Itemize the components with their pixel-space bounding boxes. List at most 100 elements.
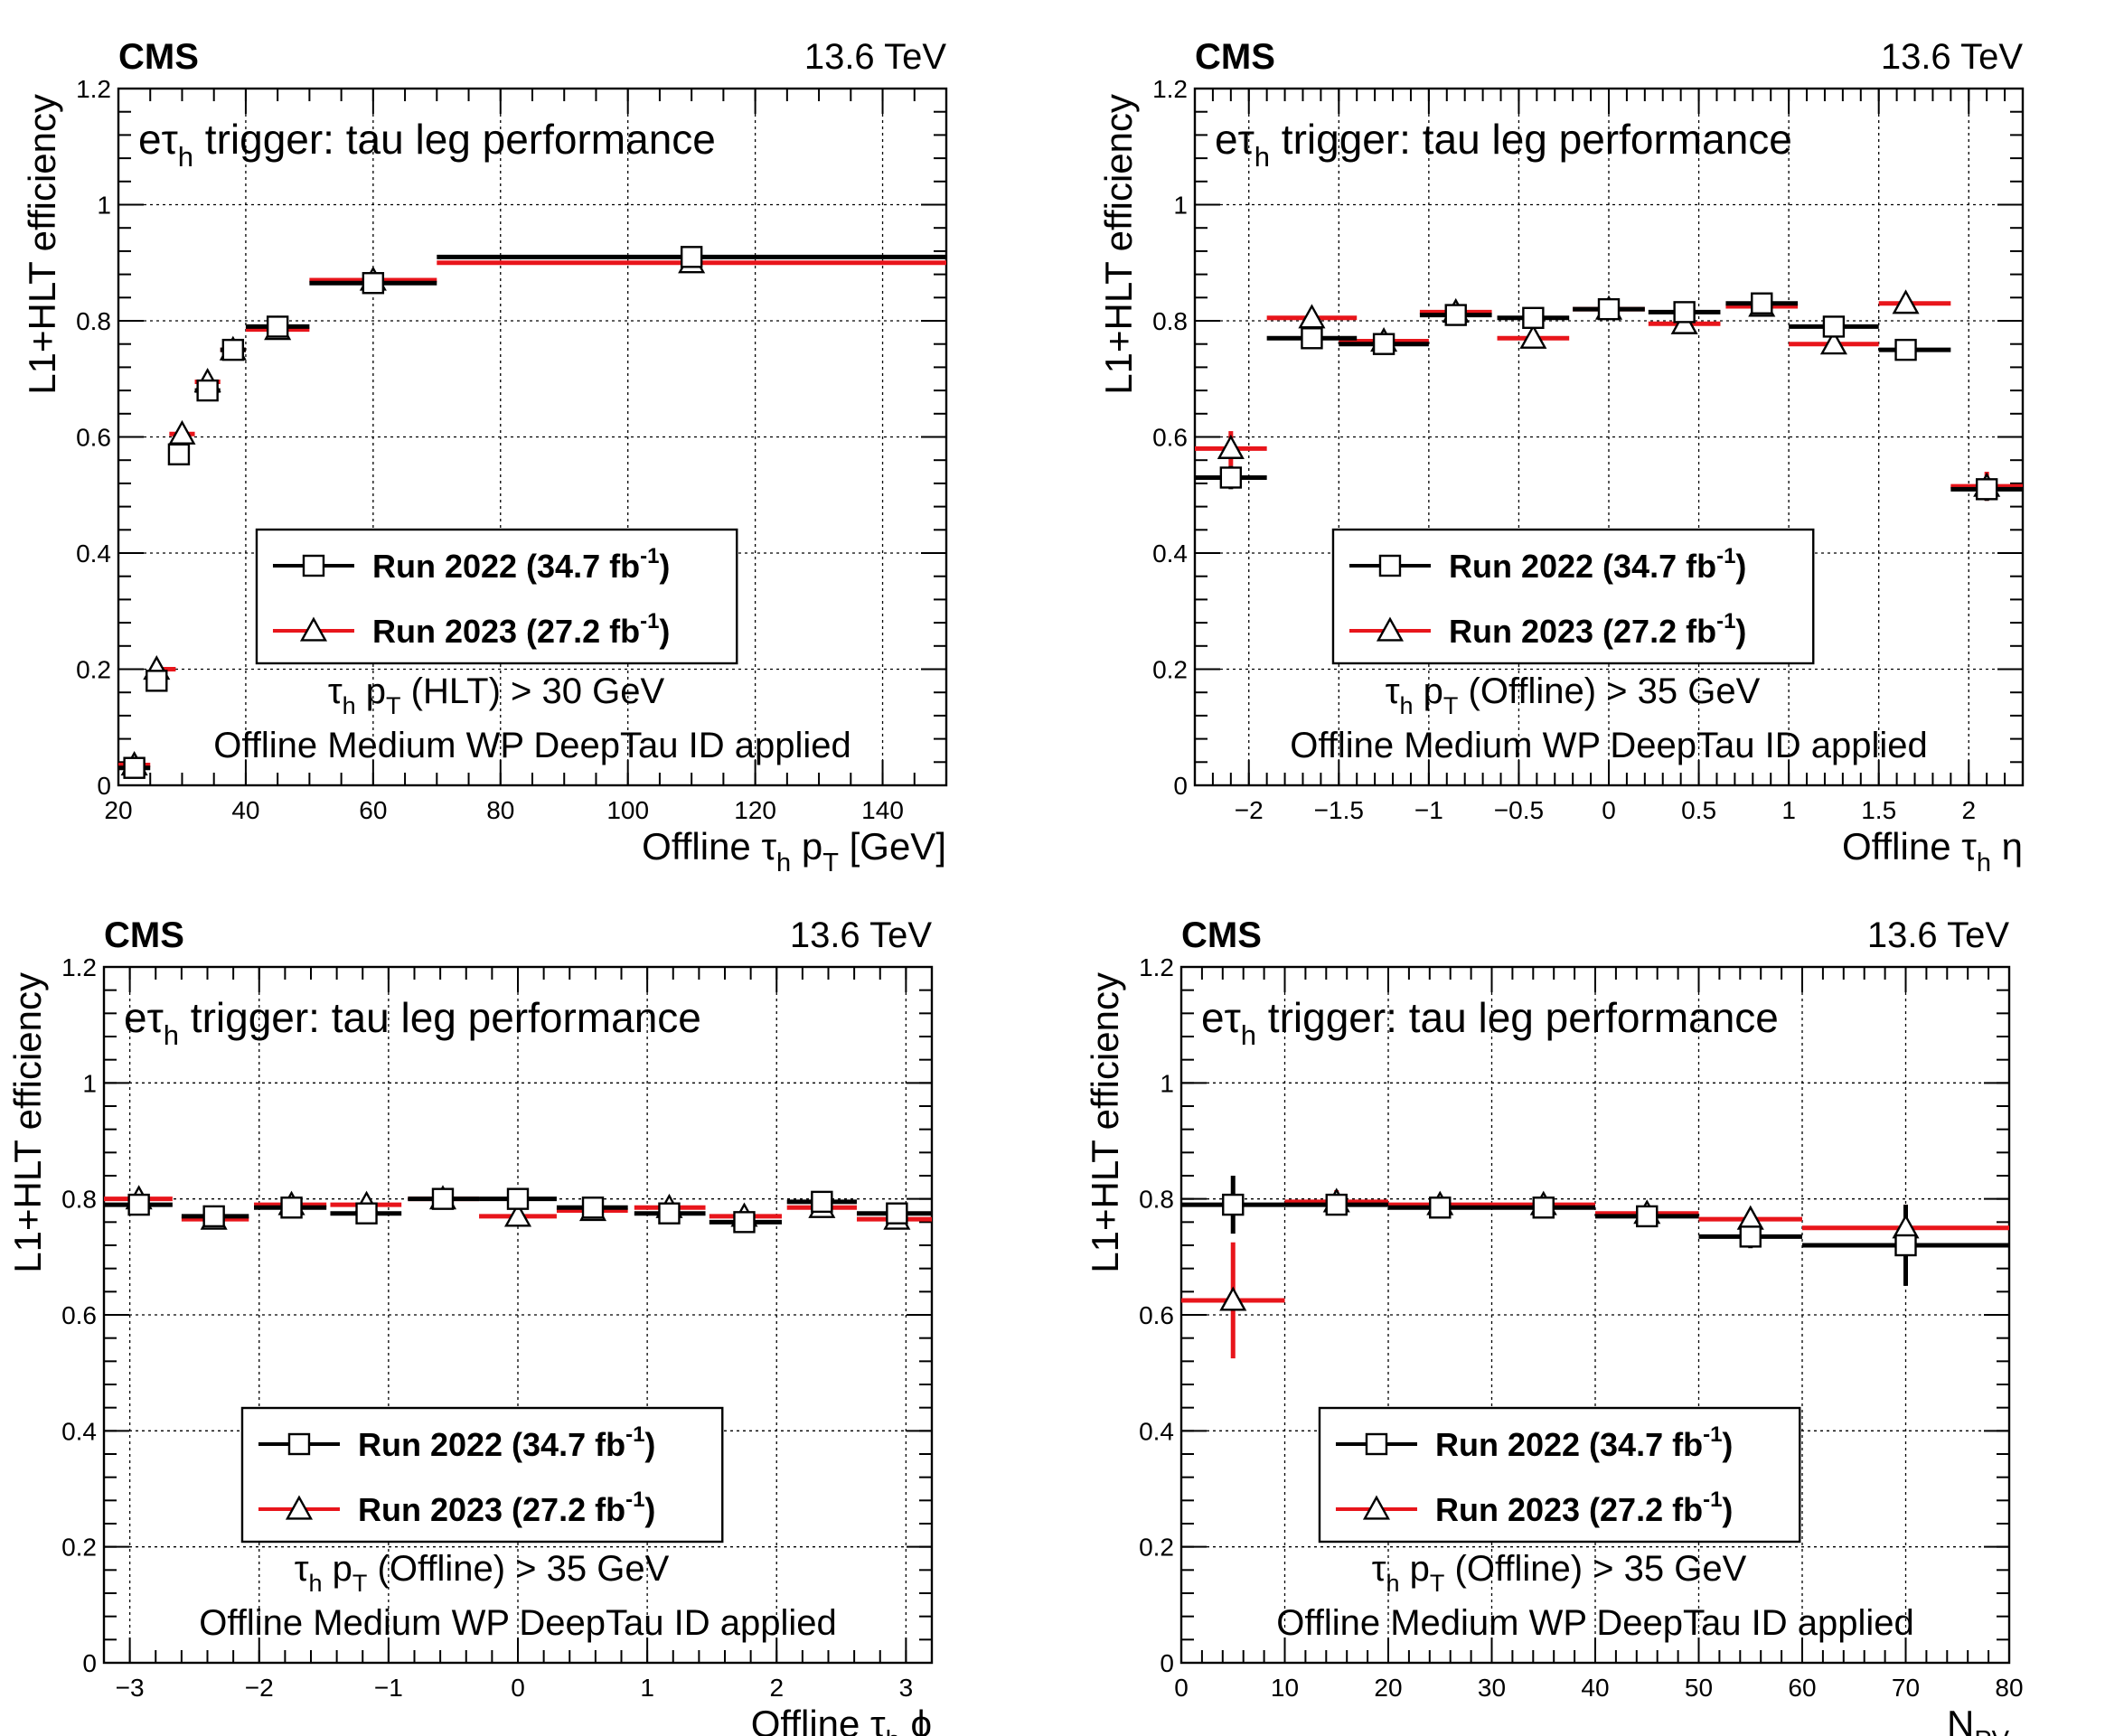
legend-marker (285, 1495, 314, 1520)
data-point (886, 1202, 908, 1225)
data-point (1325, 1193, 1348, 1216)
data-point (167, 443, 191, 465)
markers-run2022 (127, 1187, 908, 1234)
selection-note: τh pT (Offline) > 35 GeV (295, 1549, 670, 1597)
legend-marker (299, 616, 328, 642)
y-tick-label: 0.6 (61, 1301, 97, 1329)
x-tick-label: −1 (1414, 796, 1443, 824)
data-point (1739, 1225, 1762, 1248)
x-tick-label: 2 (769, 1674, 784, 1702)
id-note: Offline Medium WP DeepTau ID applied (213, 726, 851, 765)
x-tick-label: 70 (1892, 1674, 1920, 1702)
legend-marker (1362, 1495, 1391, 1520)
plot-frame (1179, 965, 2011, 1665)
legend-box (240, 1406, 724, 1544)
legend: Run 2022 (34.7 fb-1) Run 2023 (27.2 fb-1) (255, 528, 738, 665)
legend-label: Run 2023 (27.2 fb-1) (372, 609, 670, 650)
x-tick-label: 20 (1374, 1674, 1402, 1702)
data-point (280, 1196, 303, 1219)
x-tick-label: 1 (1781, 796, 1796, 824)
x-tick-label: 140 (861, 796, 904, 824)
y-tick-label: 0.4 (1139, 1417, 1174, 1445)
y-axis-label: L1+HLT efficiency (6, 972, 49, 1273)
x-tick-label: 40 (1581, 1674, 1609, 1702)
y-tick-label: 0.2 (61, 1534, 97, 1562)
x-tick-label: 10 (1271, 1674, 1299, 1702)
chart-panel-2: −2 −1.5 −1 −0.5 0 0.5 1 1.5 2 0 0.2 0.4 0.6 0.8 1 1.2CM… (1097, 37, 2025, 877)
legend-marker (287, 1432, 311, 1456)
x-axis-label: Offline τh pT [GeV] (642, 825, 946, 877)
markers-run2022 (123, 246, 703, 779)
data-point (1532, 1196, 1555, 1219)
data-point (1636, 1205, 1659, 1228)
plot-frame (117, 87, 948, 787)
legend-label: Run 2022 (34.7 fb-1) (1435, 1422, 1733, 1463)
data-point (1819, 330, 1847, 355)
x-tick-label: 20 (104, 796, 132, 824)
energy-label: 13.6 TeV (790, 915, 932, 955)
legend-label: Run 2023 (27.2 fb-1) (358, 1487, 655, 1528)
x-tick-label: 0 (1602, 796, 1616, 824)
y-tick-label: 0.2 (1139, 1534, 1174, 1562)
x-tick-label: 3 (899, 1674, 914, 1702)
y-tick-label: 0.8 (1139, 1186, 1174, 1214)
y-tick-label: 0.8 (1152, 307, 1188, 335)
y-tick-label: 0.4 (1152, 540, 1188, 568)
data-point (1894, 1234, 1917, 1257)
legend-label: Run 2023 (27.2 fb-1) (1435, 1487, 1733, 1528)
legend: Run 2022 (34.7 fb-1) Run 2023 (27.2 fb-1) (1318, 1406, 1801, 1544)
y-tick-label: 0.6 (1139, 1301, 1174, 1329)
x-tick-label: −3 (116, 1674, 145, 1702)
markers-run2022 (1219, 292, 1998, 501)
id-note: Offline Medium WP DeepTau ID applied (1290, 726, 1928, 765)
experiment-label: CMS (1181, 915, 1262, 955)
data-point (811, 1190, 833, 1214)
x-tick-label: 1.5 (1861, 796, 1896, 824)
x-tick-label: 40 (231, 796, 259, 824)
y-tick-label: 0 (1160, 1649, 1174, 1677)
y-tick-label: 0.2 (1152, 656, 1188, 684)
legend-box (1318, 1406, 1801, 1544)
x-tick-label: −0.5 (1494, 796, 1544, 824)
x-tick-label: 0 (511, 1674, 525, 1702)
data-point (506, 1187, 530, 1210)
plot-title: eτh trigger: tau leg performance (1201, 994, 1779, 1051)
data-point (503, 1202, 532, 1227)
data-point (733, 1211, 756, 1234)
legend-marker (1376, 616, 1405, 642)
y-tick-label: 1.2 (1152, 75, 1188, 103)
y-axis-label: L1+HLT efficiency (21, 94, 63, 395)
selection-note: τh pT (HLT) > 30 GeV (328, 671, 665, 719)
energy-label: 13.6 TeV (1881, 37, 2023, 77)
experiment-label: CMS (118, 37, 199, 77)
data-point (1301, 327, 1323, 350)
x-axis-label: Offline τh ϕ (751, 1703, 932, 1736)
y-tick-label: 1.2 (1139, 953, 1174, 981)
data-point (680, 246, 703, 268)
legend-label: Run 2022 (34.7 fb-1) (372, 544, 670, 585)
grid (118, 89, 946, 785)
y-tick-label: 0 (97, 772, 111, 800)
x-tick-label: 60 (1788, 1674, 1816, 1702)
data-point (266, 315, 289, 338)
x-axis-label: NPV (1947, 1703, 2010, 1736)
y-axis-label: L1+HLT efficiency (1084, 972, 1126, 1273)
y-tick-label: 0.2 (76, 656, 111, 684)
data-point (202, 1205, 225, 1228)
legend-marker (302, 554, 325, 577)
data-point (1522, 306, 1545, 329)
legend: Run 2022 (34.7 fb-1) Run 2023 (27.2 fb-1) (240, 1406, 724, 1544)
legend-box (255, 528, 738, 665)
data-point (1222, 1193, 1245, 1216)
markers-run2022 (1222, 1193, 1917, 1257)
x-tick-label: 1 (640, 1674, 654, 1702)
y-tick-label: 0.6 (1152, 424, 1188, 452)
data-point (1751, 292, 1773, 314)
x-tick-label: 100 (606, 796, 649, 824)
grid (104, 967, 932, 1663)
axis-ticks (1180, 966, 2010, 1664)
y-tick-label: 1 (1173, 192, 1188, 220)
